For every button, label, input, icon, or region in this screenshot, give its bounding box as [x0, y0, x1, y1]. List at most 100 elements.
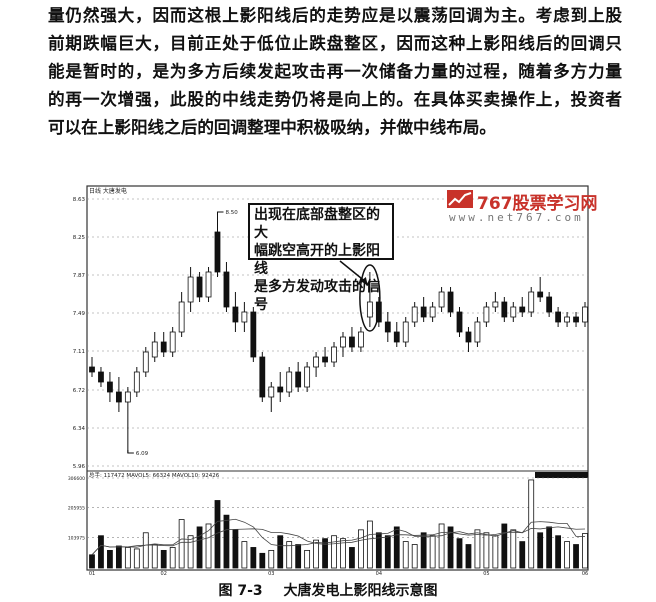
candle-body — [268, 386, 275, 398]
volume-bar — [160, 549, 167, 569]
body-text: 量仍然强大，因而这根上影阳线后的走势应是以震荡回调为主。考虑到上股 前期跌幅巨大… — [48, 2, 622, 142]
annotation-line: 出现在底部盘整区的大 — [254, 207, 380, 241]
volume-bar — [537, 532, 544, 569]
volume-bar — [169, 547, 176, 569]
volume-bar — [124, 547, 131, 569]
site-logo: 767股票学习网 www.net767.com — [447, 189, 598, 225]
x-tick-label: 04 — [376, 571, 382, 577]
price-tick-label: 6.34 — [73, 426, 86, 432]
candle-body — [124, 391, 131, 403]
candle-body — [349, 336, 355, 348]
candle-body — [402, 321, 409, 343]
high-label: 8.50 — [225, 210, 238, 216]
price-tick-label: 7.49 — [73, 311, 86, 317]
volume-tick-label: 306600 — [68, 476, 85, 482]
price-tick-label: 7.11 — [73, 349, 85, 355]
candle-body — [358, 331, 364, 348]
volume-tick-label: 205955 — [68, 506, 85, 512]
volume-header: 总手: 117472 MAVOL5: 66324 MAVOL10: 92426 — [89, 471, 220, 479]
volume-bar — [295, 544, 302, 569]
volume-bar — [142, 532, 149, 569]
candle-body — [483, 306, 490, 323]
x-tick-label: 05 — [483, 571, 489, 577]
volume-bar — [483, 532, 490, 569]
candle-body — [178, 301, 185, 333]
volume-bar — [438, 523, 445, 569]
candle-body — [295, 371, 302, 388]
candle-body — [447, 291, 454, 313]
volume-bar — [322, 538, 328, 569]
volume-tick-label: 103975 — [68, 535, 85, 541]
candle-body — [304, 366, 311, 388]
volume-bar — [232, 529, 239, 569]
candle-body — [151, 341, 158, 358]
rising-chart-icon — [447, 190, 473, 208]
volume-bar — [151, 544, 158, 569]
volume-bar — [573, 544, 579, 569]
logo-title: 767股票学习网 — [477, 194, 598, 214]
candle-body — [259, 356, 266, 398]
volume-bar — [393, 526, 400, 569]
candle-body — [456, 311, 463, 333]
candle-body — [205, 271, 212, 298]
candle-body — [286, 371, 293, 393]
volume-bar — [501, 523, 508, 569]
volume-bar — [358, 529, 364, 569]
volume-bar — [429, 535, 436, 569]
price-tick-label: 7.87 — [73, 273, 86, 279]
candle-body — [223, 271, 230, 308]
volume-bar — [474, 529, 481, 569]
candle-body — [331, 346, 337, 363]
candle-body — [115, 391, 122, 403]
chart-frame — [86, 185, 589, 571]
candle-body — [537, 291, 544, 298]
candle-body — [411, 306, 418, 323]
price-tick-label: 6.72 — [73, 388, 85, 394]
candle-body — [187, 276, 194, 303]
arrow-head-icon — [360, 277, 368, 286]
candle-body — [492, 301, 499, 308]
volume-bar — [420, 532, 427, 569]
volume-bar — [241, 541, 248, 569]
volume-bar — [510, 529, 517, 569]
text-line: 可以在上影阳线之后的回调整理中积极吸纳，并做中线布局。 — [48, 118, 497, 137]
volume-bar — [277, 535, 284, 569]
candle-body — [555, 311, 562, 323]
candle-body — [582, 306, 588, 323]
candle-body — [528, 291, 535, 313]
annotation-box: 出现在底部盘整区的大 幅跳空高开的上影阳线 是多方发动攻击的信号 — [248, 203, 394, 313]
x-tick-label: 02 — [161, 571, 167, 577]
volume-bar — [286, 541, 293, 569]
volume-bar — [528, 479, 535, 569]
volume-bar — [304, 549, 311, 569]
candle-body — [89, 366, 95, 373]
volume-header-bar — [535, 472, 588, 478]
volume-bar — [519, 541, 526, 569]
annotation-line: 幅跳空高开的上影阳线 — [254, 243, 380, 277]
text-line: 能是暂时的，是为多方后续发起攻击再一次储备力量的过程，随着多方力量 — [48, 62, 622, 81]
volume-bar — [187, 535, 194, 569]
candle-body — [465, 331, 472, 343]
candle-body — [510, 306, 517, 318]
volume-bar — [402, 541, 409, 569]
volume-bar — [447, 526, 454, 569]
candle-body — [420, 306, 427, 318]
mavol10-line — [91, 526, 586, 556]
volume-bar — [555, 535, 562, 569]
candle-body — [214, 231, 221, 273]
volume-bar — [411, 544, 418, 569]
volume-bar — [384, 535, 391, 569]
candle-body — [546, 296, 553, 313]
x-tick-label: 01 — [89, 571, 95, 577]
volume-bar — [223, 514, 230, 569]
figure-title: 大唐发电上影阳线示意图 — [283, 583, 438, 599]
volume-bar — [313, 539, 319, 569]
volume-bar — [546, 526, 553, 569]
candle-body — [232, 306, 239, 323]
figure-number: 图 7-3 — [218, 583, 263, 599]
volume-bar — [115, 545, 122, 569]
candle-body — [98, 371, 104, 383]
volume-bar — [375, 532, 382, 569]
candle-body — [322, 356, 328, 363]
